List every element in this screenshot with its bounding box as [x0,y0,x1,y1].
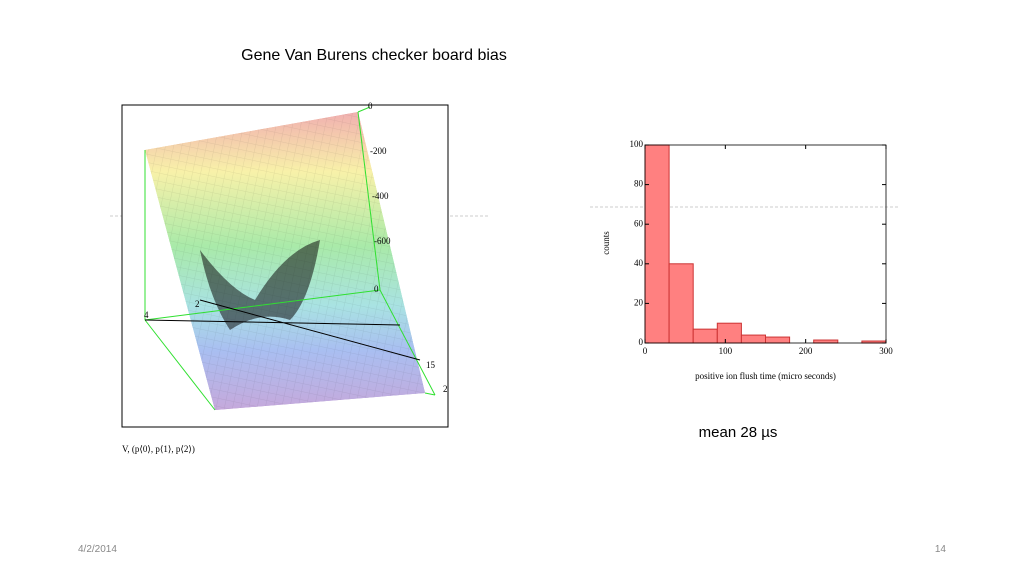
surface-tick-label: 0 [368,101,373,111]
axis-box [144,106,436,411]
surface-tick-label: -200 [370,146,387,156]
surface-tick-label: -400 [372,191,389,201]
surface-plot [121,104,449,428]
y-tick-label: 80 [634,179,644,189]
x-tick-label: 100 [719,346,733,356]
surface-tick-label: 2 [443,384,448,394]
y-tick-label: 20 [634,297,644,307]
y-axis-label: counts [601,231,611,255]
page-number: 14 [935,544,947,555]
x-axis-label: positive ion flush time (micro seconds) [695,371,836,381]
y-tick-label: 0 [639,337,644,347]
surface-mesh [145,112,425,410]
bar [813,339,839,344]
x-tick-label: 0 [643,346,648,356]
formula: V, (p⟨0⟩, p⟨1⟩, p⟨2⟩) [122,444,195,454]
bar [668,263,694,344]
bar [740,334,767,344]
bar [765,336,791,344]
bar [716,322,742,344]
bar [692,328,718,344]
point-cloud [200,240,320,330]
surface-tick-label: 15 [426,360,436,370]
caption: mean 28 µs [699,424,778,441]
y-tick-label: 60 [634,218,644,228]
surface-tick-label: 4 [144,310,149,320]
x-tick-label: 200 [799,346,813,356]
surface-tick-label: -600 [374,236,391,246]
plot-frame [644,144,887,344]
slide-title: Gene Van Burens checker board bias [241,47,507,64]
y-tick-label: 100 [630,139,644,149]
surface-tick-label: 2 [195,299,200,309]
surface-tick-label: 0 [374,284,379,294]
x-tick-label: 300 [879,346,893,356]
bar [644,144,670,344]
axis-line [144,299,421,361]
y-tick-label: 40 [634,258,644,268]
date: 4/2/2014 [78,544,117,555]
